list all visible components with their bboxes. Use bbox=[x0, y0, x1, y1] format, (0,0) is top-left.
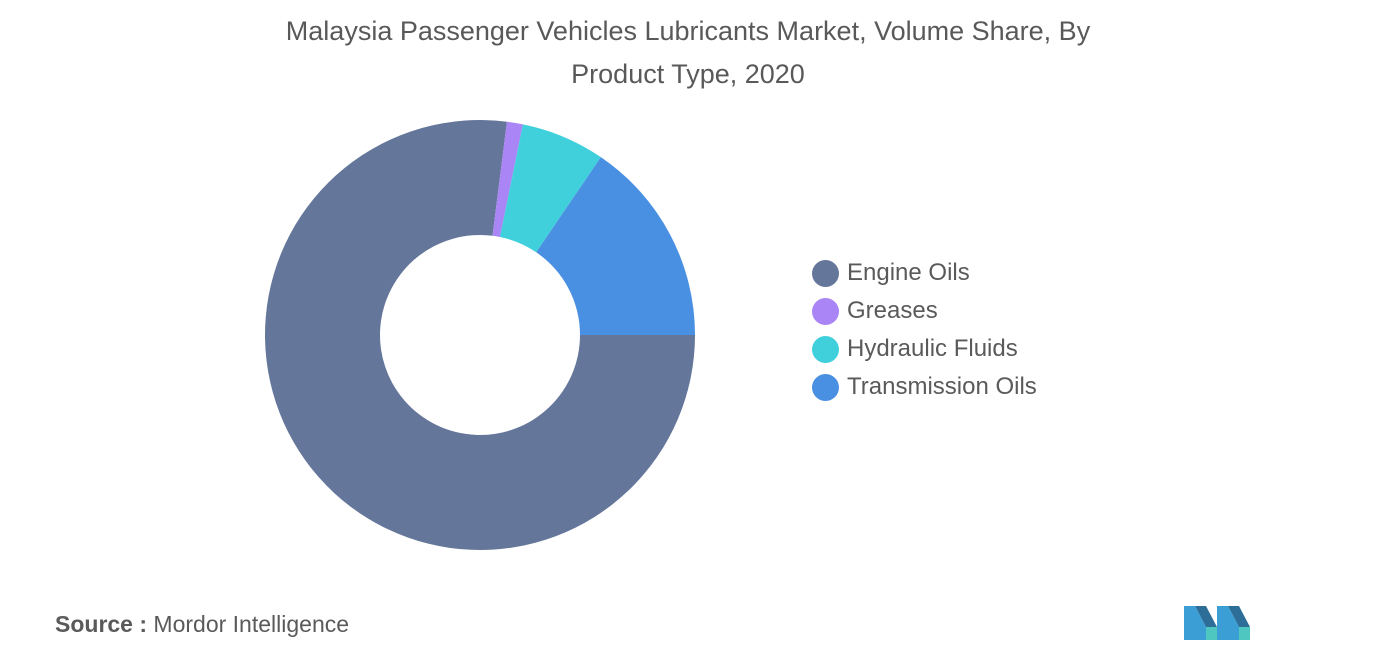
donut-slice-greases bbox=[492, 121, 523, 238]
donut-slice-hydraulic-fluids bbox=[499, 124, 601, 253]
source-value: Mordor Intelligence bbox=[153, 611, 350, 637]
source-note: Source : Mordor Intelligence bbox=[55, 611, 349, 638]
chart-title-line-1: Malaysia Passenger Vehicles Lubricants M… bbox=[285, 16, 1091, 46]
chart-title-line-2: Product Type, 2020 bbox=[571, 59, 805, 89]
donut-slice-engine-oils bbox=[265, 119, 695, 550]
legend-item-engine-oils: Engine Oils bbox=[812, 254, 1037, 292]
legend-swatch-greases bbox=[812, 297, 839, 325]
legend-swatch-transmission-oils bbox=[812, 373, 839, 401]
donut-slice-transmission-oils bbox=[536, 157, 695, 335]
legend-item-greases: Greases bbox=[812, 292, 1037, 330]
legend-label-transmission-oils: Transmission Oils bbox=[847, 373, 1037, 400]
legend-label-greases: Greases bbox=[847, 297, 938, 324]
legend-item-transmission-oils: Transmission Oils bbox=[812, 368, 1037, 406]
source-label: Source : bbox=[55, 611, 148, 637]
legend-swatch-hydraulic-fluids bbox=[812, 335, 839, 363]
mordor-intelligence-logo-icon bbox=[1184, 606, 1250, 640]
chart-title: Malaysia Passenger Vehicles Lubricants M… bbox=[188, 10, 1188, 96]
legend-item-hydraulic-fluids: Hydraulic Fluids bbox=[812, 330, 1037, 368]
legend-label-hydraulic-fluids: Hydraulic Fluids bbox=[847, 335, 1018, 362]
chart-legend: Engine Oils Greases Hydraulic Fluids Transm… bbox=[812, 254, 1037, 406]
legend-swatch-engine-oils bbox=[812, 259, 839, 287]
legend-label-engine-oils: Engine Oils bbox=[847, 259, 970, 286]
